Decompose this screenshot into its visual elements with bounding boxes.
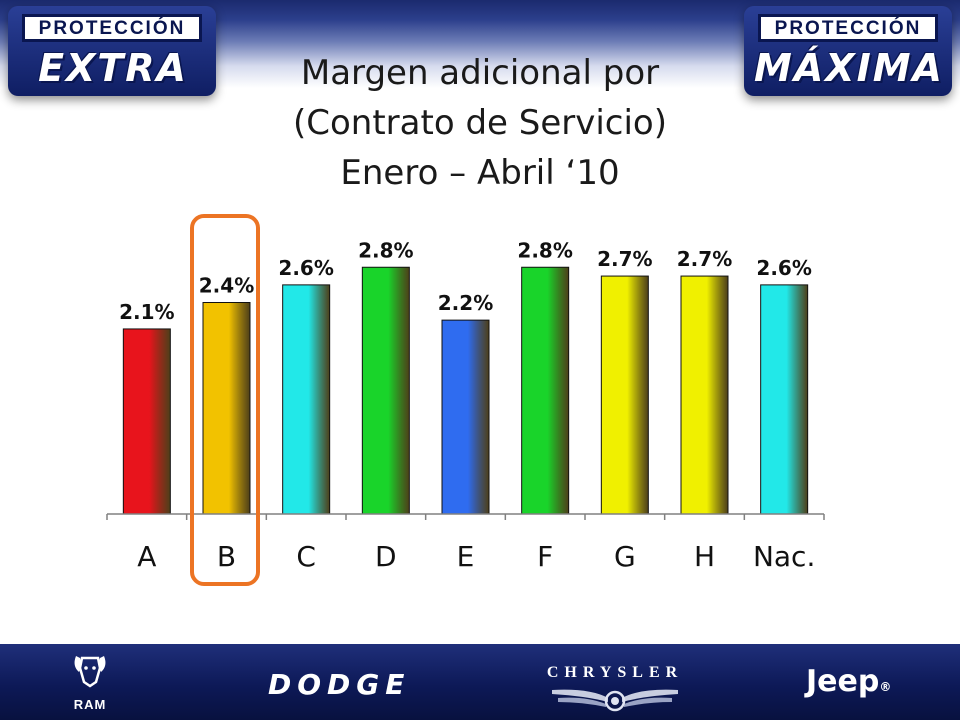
bar-g bbox=[600, 275, 649, 515]
footer-band bbox=[0, 644, 960, 720]
badge-word: EXTRA bbox=[38, 46, 188, 90]
badge-word: MÁXIMA bbox=[754, 46, 944, 90]
proteccion-extra-logo: PROTECCIÓN EXTRA bbox=[8, 6, 216, 96]
bar-f bbox=[521, 266, 570, 515]
proteccion-maxima-logo: PROTECCIÓN MÁXIMA bbox=[744, 6, 952, 96]
data-label: 2.4% bbox=[199, 274, 254, 298]
chrysler-wings-icon bbox=[552, 689, 678, 712]
bar-a bbox=[122, 328, 171, 515]
slide-title: Margen adicional por (Contrato de Servic… bbox=[230, 48, 730, 198]
data-label: 2.8% bbox=[358, 238, 413, 262]
bar-nac bbox=[760, 284, 809, 515]
category-label: E bbox=[457, 540, 475, 573]
data-label: 2.6% bbox=[278, 256, 333, 280]
category-label: H bbox=[694, 540, 715, 573]
bar-h bbox=[680, 275, 729, 515]
chrysler-label: CHRYSLER bbox=[546, 664, 684, 681]
data-label: 2.6% bbox=[756, 256, 811, 280]
category-label: B bbox=[217, 540, 236, 573]
data-label: 2.8% bbox=[517, 238, 572, 262]
jeep-label: Jeep bbox=[806, 664, 880, 699]
category-label: G bbox=[614, 540, 636, 573]
category-label: C bbox=[296, 540, 316, 573]
category-label: D bbox=[375, 540, 397, 573]
ram-logo: RAM bbox=[62, 652, 118, 712]
data-label: 2.1% bbox=[119, 300, 174, 324]
bar-e bbox=[441, 319, 490, 515]
category-label: F bbox=[537, 540, 553, 573]
highlight-box bbox=[190, 214, 260, 586]
bar-chart: 2.1% A 2.4% B 2.6% C 2.8% D 2.2% E 2.8% F 2.7% G 2.7% H… bbox=[106, 238, 825, 573]
jeep-logo: Jeep® bbox=[806, 664, 891, 699]
title-line-2: (Contrato de Servicio) bbox=[293, 103, 667, 143]
category-label: Nac. bbox=[753, 540, 815, 573]
data-label: 2.7% bbox=[677, 247, 732, 271]
bar-b bbox=[202, 302, 251, 515]
category-label: A bbox=[137, 540, 156, 573]
data-label: 2.7% bbox=[597, 247, 652, 271]
registered-mark: ® bbox=[879, 680, 892, 694]
chrysler-logo: CHRYSLER bbox=[540, 664, 690, 717]
data-label: 2.2% bbox=[438, 291, 493, 315]
dodge-logo: DODGE bbox=[268, 668, 411, 701]
bar-d bbox=[361, 266, 410, 515]
badge-tag: PROTECCIÓN bbox=[758, 14, 938, 42]
ram-head-icon bbox=[74, 656, 106, 688]
title-line-1: Margen adicional por bbox=[300, 53, 660, 93]
ram-label: RAM bbox=[73, 697, 107, 712]
badge-tag: PROTECCIÓN bbox=[22, 14, 202, 42]
title-line-3: Enero – Abril ‘10 bbox=[340, 153, 620, 193]
bar-c bbox=[282, 284, 331, 515]
